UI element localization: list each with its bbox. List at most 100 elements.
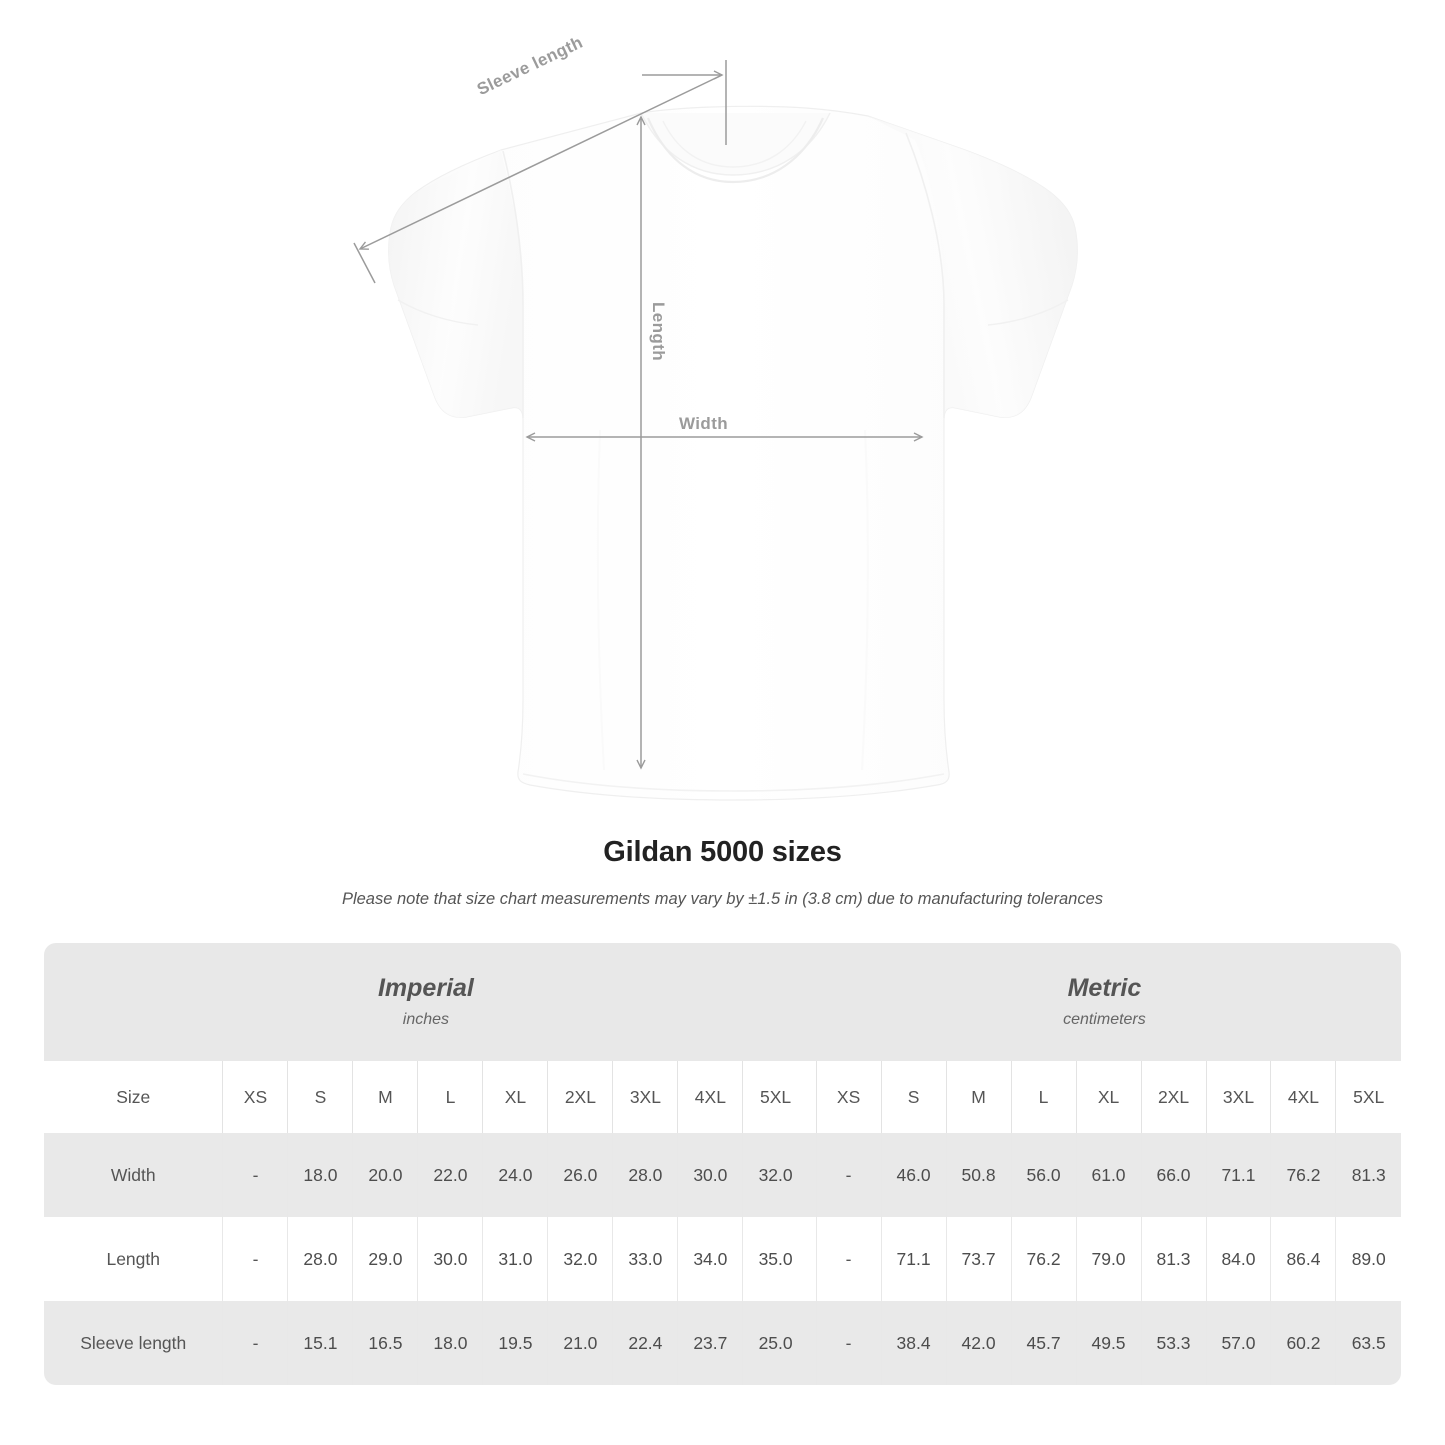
cell-imperial-xl: 24.0: [482, 1133, 548, 1217]
section-gap: [807, 1301, 817, 1385]
tshirt-silhouette: [388, 105, 1078, 801]
size-header-metric-2xl: 2XL: [1140, 1061, 1206, 1133]
size-header-imperial-xs: XS: [222, 1061, 288, 1133]
section-gap: [807, 1061, 817, 1133]
size-header-metric-4xl: 4XL: [1270, 1061, 1336, 1133]
width-label: Width: [679, 414, 729, 433]
size-header-imperial-2xl: 2XL: [547, 1061, 613, 1133]
size-header-label: Size: [44, 1061, 223, 1133]
cell-metric-m: 50.8: [945, 1133, 1012, 1217]
cell-metric-5xl: 63.5: [1335, 1301, 1401, 1385]
cell-metric-4xl: 60.2: [1270, 1301, 1336, 1385]
cell-imperial-s: 28.0: [287, 1217, 353, 1301]
cell-imperial-xs: -: [222, 1133, 288, 1217]
cell-metric-l: 76.2: [1010, 1217, 1077, 1301]
cell-imperial-l: 30.0: [417, 1217, 483, 1301]
section-gap: [807, 1217, 817, 1301]
cell-imperial-m: 16.5: [352, 1301, 418, 1385]
cell-imperial-xl: 31.0: [482, 1217, 548, 1301]
cell-metric-xs: -: [815, 1217, 882, 1301]
unit-system-unit: inches: [402, 1011, 450, 1029]
size-header-metric-s: S: [880, 1061, 947, 1133]
cell-metric-5xl: 81.3: [1335, 1133, 1401, 1217]
cell-metric-s: 71.1: [880, 1217, 947, 1301]
cell-metric-l: 45.7: [1010, 1301, 1077, 1385]
unit-system-metric: Metric centimeters: [807, 943, 1401, 1061]
cell-imperial-3xl: 33.0: [612, 1217, 678, 1301]
cell-metric-s: 46.0: [880, 1133, 947, 1217]
page-title: Gildan 5000 sizes: [603, 836, 842, 868]
cell-imperial-xs: -: [222, 1217, 288, 1301]
cell-imperial-s: 15.1: [287, 1301, 353, 1385]
size-header-metric-3xl: 3XL: [1205, 1061, 1271, 1133]
size-header-imperial-5xl: 5XL: [742, 1061, 808, 1133]
cell-imperial-5xl: 25.0: [742, 1301, 808, 1385]
size-header-metric-5xl: 5XL: [1335, 1061, 1401, 1133]
measurement-lines: [353, 60, 924, 770]
cell-metric-2xl: 53.3: [1140, 1301, 1206, 1385]
unit-system-banner-row: Imperial inches Metric centimeters: [44, 943, 1401, 1061]
size-header-imperial-s: S: [287, 1061, 353, 1133]
cell-metric-2xl: 66.0: [1140, 1133, 1206, 1217]
tolerance-note: Please note that size chart measurements…: [341, 890, 1104, 908]
size-header-metric-xs: XS: [815, 1061, 882, 1133]
cell-imperial-2xl: 26.0: [547, 1133, 613, 1217]
cell-metric-s: 38.4: [880, 1301, 947, 1385]
cell-metric-3xl: 84.0: [1205, 1217, 1271, 1301]
table-row: Width -18.0 20.0 22.0 24.0 26.0 28.0 30.0 32.0-4…: [44, 1133, 1401, 1217]
cell-metric-xl: 79.0: [1075, 1217, 1142, 1301]
cell-imperial-5xl: 32.0: [742, 1133, 808, 1217]
sleeve-measure-line: [358, 74, 723, 250]
table-row: Length -28.0 29.0 30.0 31.0 32.0 33.0 34.0 35.0-…: [44, 1217, 1401, 1301]
cell-metric-xl: 61.0: [1075, 1133, 1142, 1217]
section-gap: [807, 1133, 817, 1217]
cell-imperial-m: 20.0: [352, 1133, 418, 1217]
cell-imperial-l: 22.0: [417, 1133, 483, 1217]
measurement-row-label: Length: [44, 1217, 223, 1301]
cell-imperial-xs: -: [222, 1301, 288, 1385]
cell-imperial-4xl: 23.7: [677, 1301, 743, 1385]
size-header-metric-xl: XL: [1075, 1061, 1142, 1133]
size-header-imperial-l: L: [417, 1061, 483, 1133]
size-chart-table-wrapper: Imperial inches Metric centimeters Size XS S M L…: [44, 943, 1401, 1385]
table-row: Sleeve length -15.1 16.5 18.0 19.5 21.0 22.4 23…: [44, 1301, 1401, 1385]
cell-imperial-s: 18.0: [287, 1133, 353, 1217]
size-header-imperial-m: M: [352, 1061, 418, 1133]
size-header-metric-m: M: [945, 1061, 1012, 1133]
size-header-imperial-4xl: 4XL: [677, 1061, 743, 1133]
cell-imperial-xl: 19.5: [482, 1301, 548, 1385]
cell-imperial-3xl: 22.4: [612, 1301, 678, 1385]
cell-metric-4xl: 86.4: [1270, 1217, 1336, 1301]
cell-metric-4xl: 76.2: [1270, 1133, 1336, 1217]
cell-metric-l: 56.0: [1010, 1133, 1077, 1217]
size-chart-table: Imperial inches Metric centimeters Size XS S M L…: [44, 943, 1401, 1385]
cell-imperial-4xl: 30.0: [677, 1133, 743, 1217]
unit-system-imperial: Imperial inches: [44, 943, 808, 1061]
length-label: Length: [649, 302, 668, 362]
size-header-imperial-xl: XL: [482, 1061, 548, 1133]
unit-system-name: Imperial: [377, 973, 474, 1002]
unit-system-name: Metric: [1067, 973, 1142, 1002]
title-block: Gildan 5000 sizes Please note that size …: [0, 836, 1445, 909]
cell-imperial-l: 18.0: [417, 1301, 483, 1385]
cell-imperial-5xl: 35.0: [742, 1217, 808, 1301]
sleeve-hem-tick: [353, 242, 376, 284]
measurement-row-label: Sleeve length: [44, 1301, 223, 1385]
cell-metric-2xl: 81.3: [1140, 1217, 1206, 1301]
cell-metric-3xl: 57.0: [1205, 1301, 1271, 1385]
cell-metric-xl: 49.5: [1075, 1301, 1142, 1385]
cell-metric-5xl: 89.0: [1335, 1217, 1401, 1301]
size-header-metric-l: L: [1010, 1061, 1077, 1133]
cell-imperial-2xl: 21.0: [547, 1301, 613, 1385]
cell-metric-3xl: 71.1: [1205, 1133, 1271, 1217]
tshirt-diagram: Sleeve length Length Width: [353, 33, 1078, 801]
size-header-row: Size XS S M L XL 2XL 3XL 4XL 5XL XS S M L XL 2XL 3XL 4XL 5…: [44, 1061, 1401, 1133]
cell-metric-xs: -: [815, 1301, 882, 1385]
cell-metric-m: 73.7: [945, 1217, 1012, 1301]
cell-imperial-2xl: 32.0: [547, 1217, 613, 1301]
cell-imperial-m: 29.0: [352, 1217, 418, 1301]
size-header-imperial-3xl: 3XL: [612, 1061, 678, 1133]
cell-metric-m: 42.0: [945, 1301, 1012, 1385]
measurement-row-label: Width: [44, 1133, 223, 1217]
tshirt-illustration: [353, 60, 1078, 801]
